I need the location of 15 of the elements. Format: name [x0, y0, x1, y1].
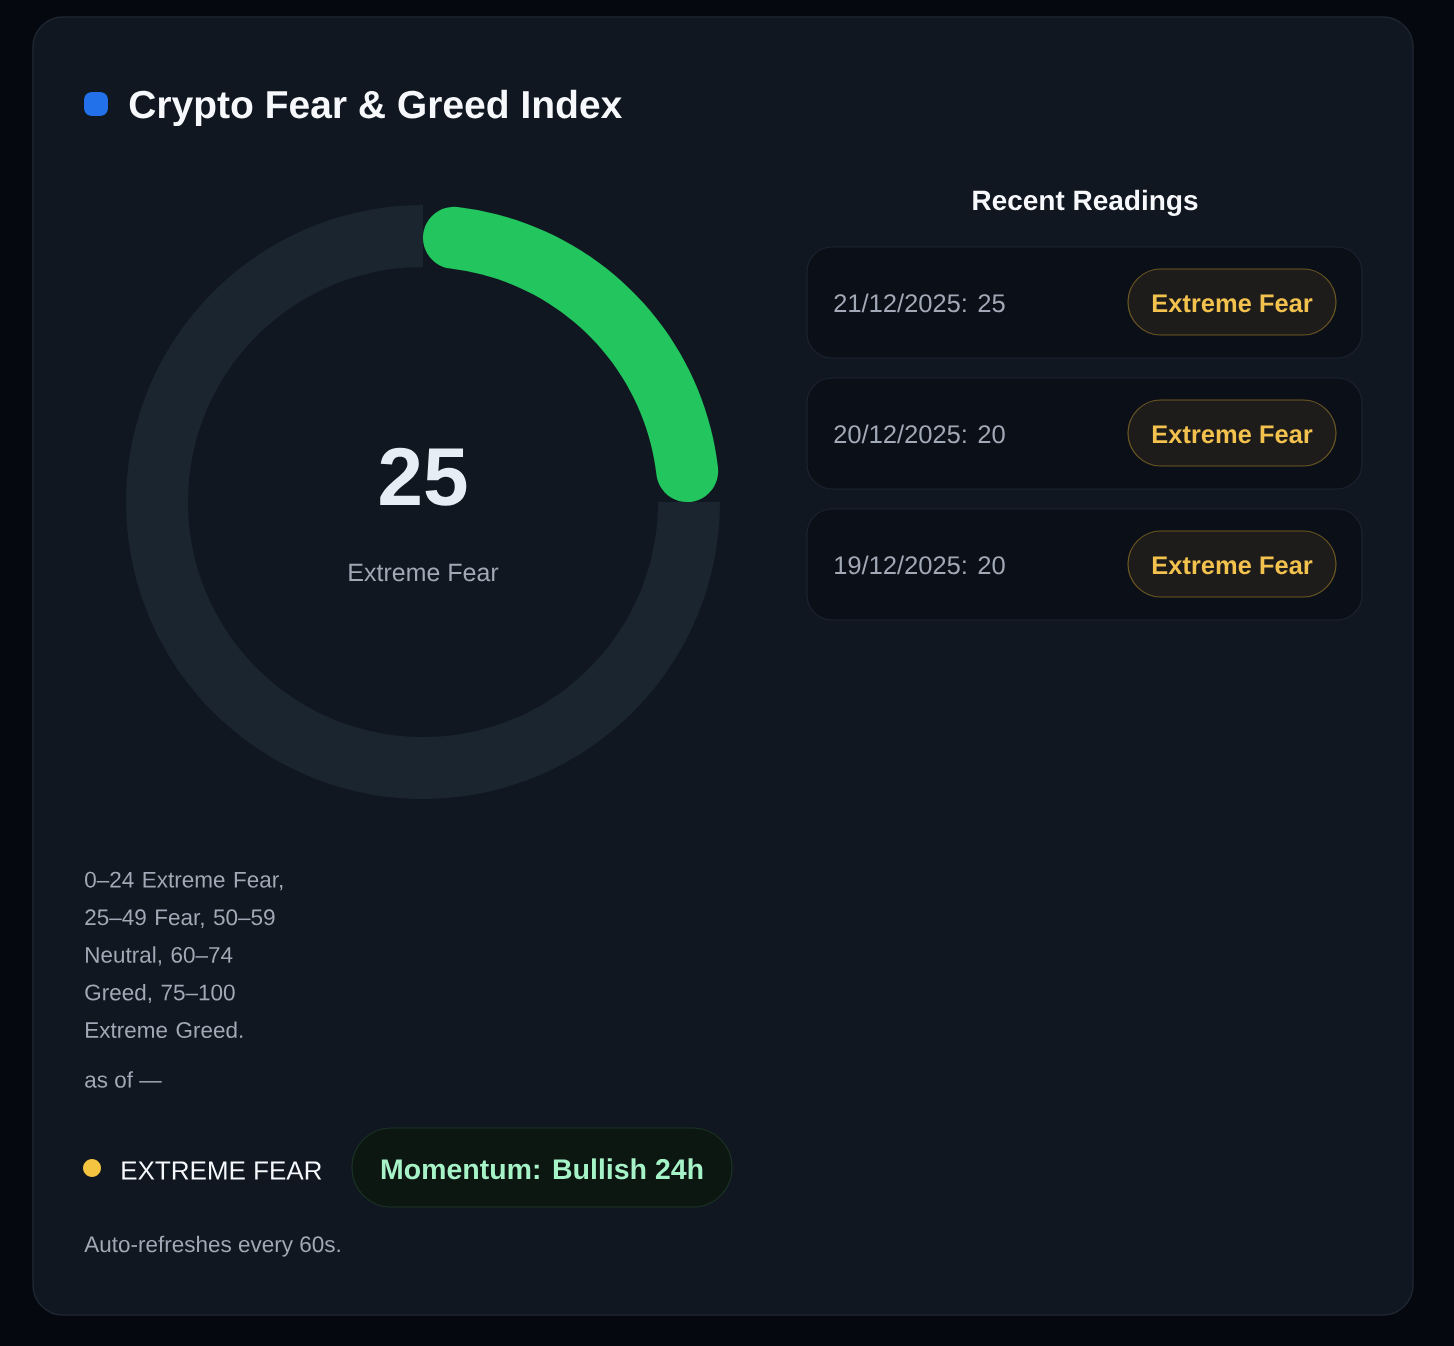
chart-title: Crypto Fear & Greed Index: [129, 89, 623, 127]
text: 19/12/2025: 20: [835, 555, 1005, 575]
text: Extreme Fear: [1152, 294, 1313, 313]
text: Extreme Fear: [1152, 425, 1313, 444]
text: 0–24 Extreme Fear, 25–49 Fear, 50–59 Neutral, 60–74 Greed, 75–100 Extreme Greed.: [85, 871, 283, 1039]
data-label: 25: [380, 447, 467, 506]
text: Extreme Fear: [349, 563, 499, 582]
text: 20/12/2025: 20: [834, 424, 1005, 444]
text: EXTREME FEAR: [122, 1161, 322, 1180]
text: Momentum: Bullish 24h: [381, 1158, 703, 1180]
text: Extreme Fear: [1152, 556, 1313, 575]
text: as of —: [85, 1071, 162, 1088]
text: Recent Readings: [973, 189, 1198, 216]
text: 21/12/2025: 25: [834, 293, 1005, 313]
text: Auto-refreshes every 60s.: [84, 1235, 340, 1257]
